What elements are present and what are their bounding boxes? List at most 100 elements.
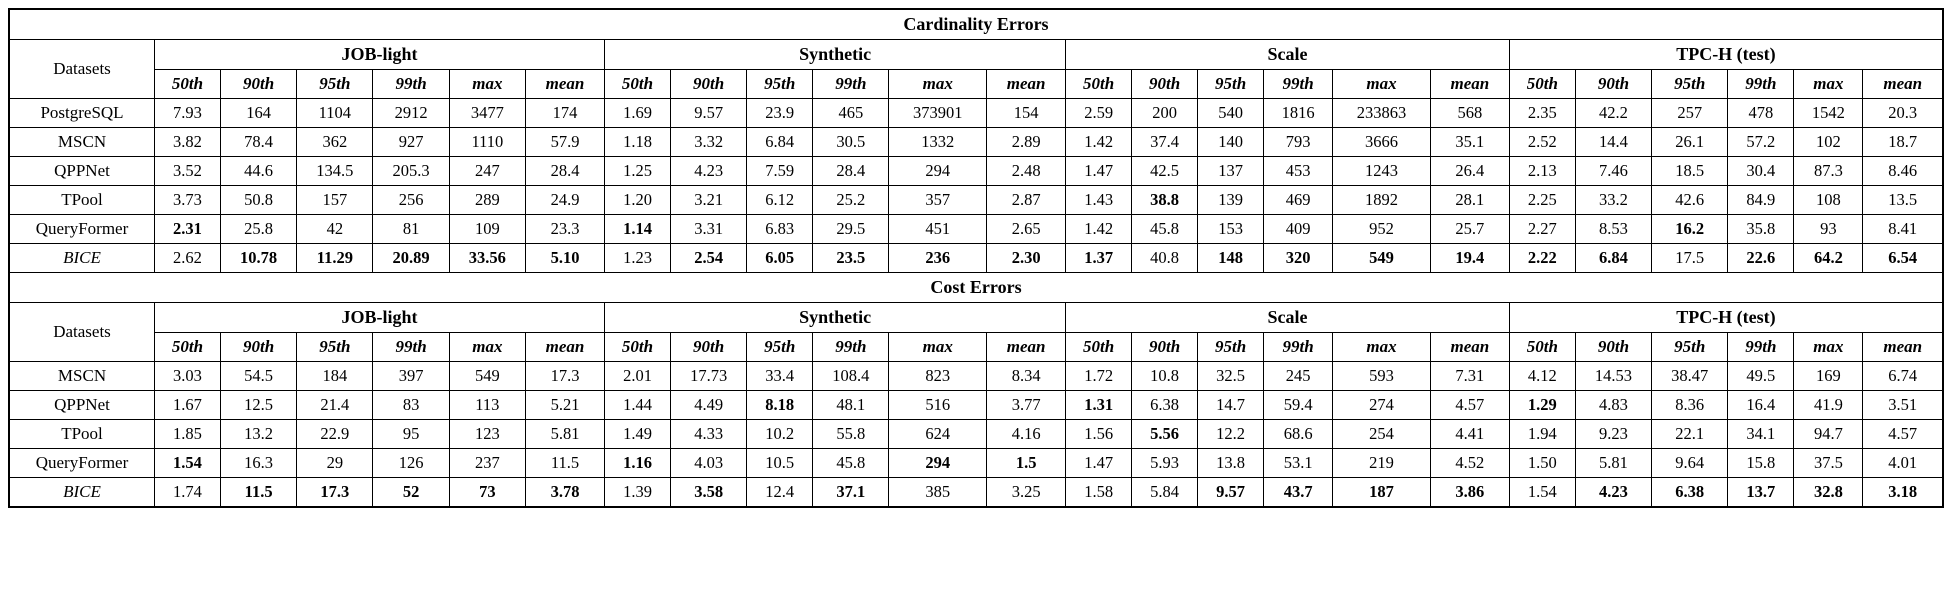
value-cell: 154 xyxy=(986,98,1067,128)
dataset-name: TPool xyxy=(8,185,155,215)
value-cell: 10.2 xyxy=(746,419,814,449)
value-cell: 34.1 xyxy=(1727,419,1795,449)
value-cell: 1.31 xyxy=(1065,390,1133,420)
value-cell: 3.77 xyxy=(986,390,1067,420)
value-cell: 8.34 xyxy=(986,361,1067,391)
value-cell: 1.37 xyxy=(1065,243,1133,273)
value-cell: 21.4 xyxy=(296,390,374,420)
value-cell: 3.25 xyxy=(986,477,1067,508)
value-cell: 23.3 xyxy=(524,214,606,244)
value-cell: 12.5 xyxy=(219,390,298,420)
value-cell: 109 xyxy=(448,214,526,244)
percentile-header: 95th xyxy=(1197,69,1265,99)
percentile-header: max xyxy=(1332,332,1431,362)
value-cell: 54.5 xyxy=(219,361,298,391)
percentile-header: 50th xyxy=(604,69,671,99)
value-cell: 57.2 xyxy=(1727,127,1795,157)
value-cell: 49.5 xyxy=(1727,361,1795,391)
value-cell: 6.38 xyxy=(1131,390,1199,420)
value-cell: 2.01 xyxy=(604,361,671,391)
percentile-header: mean xyxy=(524,69,606,99)
value-cell: 169 xyxy=(1793,361,1864,391)
value-cell: 409 xyxy=(1263,214,1334,244)
value-cell: 236 xyxy=(888,243,988,273)
value-cell: 50.8 xyxy=(219,185,298,215)
value-cell: 5.84 xyxy=(1131,477,1199,508)
value-cell: 247 xyxy=(448,156,526,186)
dataset-name: MSCN xyxy=(8,127,155,157)
value-cell: 1.39 xyxy=(604,477,671,508)
value-cell: 16.4 xyxy=(1727,390,1795,420)
value-cell: 245 xyxy=(1263,361,1334,391)
value-cell: 4.57 xyxy=(1429,390,1510,420)
page-container: Cardinality Errors Datasets JOB-light Synth… xyxy=(8,8,1944,508)
value-cell: 2.52 xyxy=(1508,127,1576,157)
value-cell: 4.52 xyxy=(1429,448,1510,478)
value-cell: 294 xyxy=(888,448,988,478)
value-cell: 33.2 xyxy=(1574,185,1653,215)
dataset-name: QPPNet xyxy=(8,156,155,186)
value-cell: 16.2 xyxy=(1651,214,1729,244)
value-cell: 1.69 xyxy=(604,98,671,128)
value-cell: 14.53 xyxy=(1574,361,1653,391)
percentile-header: mean xyxy=(524,332,606,362)
value-cell: 1816 xyxy=(1263,98,1334,128)
value-cell: 927 xyxy=(372,127,450,157)
value-cell: 29.5 xyxy=(812,214,890,244)
table-row: PostgreSQL 7.93 164 1104 2912 3477 174 1.69 9.57… xyxy=(8,98,1944,128)
percentile-header: 99th xyxy=(1263,332,1334,362)
percentile-header: max xyxy=(888,332,988,362)
percentile-header: mean xyxy=(1862,69,1944,99)
value-cell: 4.57 xyxy=(1862,419,1944,449)
value-cell: 6.05 xyxy=(746,243,814,273)
dataset-name: PostgreSQL xyxy=(8,98,155,128)
table-row: MSCN 3.03 54.5 184 397 549 17.3 2.01 17.73 33.4 10… xyxy=(8,361,1944,391)
value-cell: 6.83 xyxy=(746,214,814,244)
value-cell: 6.74 xyxy=(1862,361,1944,391)
value-cell: 3.03 xyxy=(154,361,221,391)
value-cell: 29 xyxy=(296,448,374,478)
value-cell: 2912 xyxy=(372,98,450,128)
percentile-header: 95th xyxy=(746,69,814,99)
results-table-body: Cardinality Errors Datasets JOB-light Synth… xyxy=(8,8,1944,508)
value-cell: 43.7 xyxy=(1263,477,1334,508)
dataset-name: QueryFormer xyxy=(8,214,155,244)
value-cell: 108 xyxy=(1793,185,1864,215)
value-cell: 2.87 xyxy=(986,185,1067,215)
value-cell: 2.54 xyxy=(669,243,748,273)
group-header-row: Datasets JOB-light Synthetic Scale TPC-H (te… xyxy=(8,39,1944,99)
value-cell: 2.25 xyxy=(1508,185,1576,215)
value-cell: 1.50 xyxy=(1508,448,1576,478)
value-cell: 6.54 xyxy=(1862,243,1944,273)
section-title-row: Cost Errors xyxy=(8,272,1944,303)
value-cell: 153 xyxy=(1197,214,1265,244)
value-cell: 1332 xyxy=(888,127,988,157)
value-cell: 373901 xyxy=(888,98,988,128)
value-cell: 8.18 xyxy=(746,390,814,420)
value-cell: 257 xyxy=(1651,98,1729,128)
value-cell: 102 xyxy=(1793,127,1864,157)
table-row: BICE 2.62 10.78 11.29 20.89 33.56 5.10 1.23 2.54… xyxy=(8,243,1944,273)
value-cell: 87.3 xyxy=(1793,156,1864,186)
results-table: Cardinality Errors Datasets JOB-light Synth… xyxy=(8,8,1944,508)
value-cell: 73 xyxy=(448,477,526,508)
value-cell: 20.89 xyxy=(372,243,450,273)
datasets-header: Datasets xyxy=(8,39,155,99)
table-row: MSCN 3.82 78.4 362 927 1110 57.9 1.18 3.32 6.84 30… xyxy=(8,127,1944,157)
value-cell: 4.33 xyxy=(669,419,748,449)
value-cell: 22.1 xyxy=(1651,419,1729,449)
value-cell: 26.4 xyxy=(1429,156,1510,186)
percentile-header: 90th xyxy=(669,69,748,99)
value-cell: 42 xyxy=(296,214,374,244)
value-cell: 362 xyxy=(296,127,374,157)
percentile-header: 50th xyxy=(154,69,221,99)
value-cell: 11.29 xyxy=(296,243,374,273)
value-cell: 4.12 xyxy=(1508,361,1576,391)
value-cell: 1.74 xyxy=(154,477,221,508)
value-cell: 134.5 xyxy=(296,156,374,186)
value-cell: 1110 xyxy=(448,127,526,157)
datasets-header: Datasets xyxy=(8,302,155,362)
value-cell: 14.4 xyxy=(1574,127,1653,157)
value-cell: 952 xyxy=(1332,214,1431,244)
value-cell: 33.4 xyxy=(746,361,814,391)
